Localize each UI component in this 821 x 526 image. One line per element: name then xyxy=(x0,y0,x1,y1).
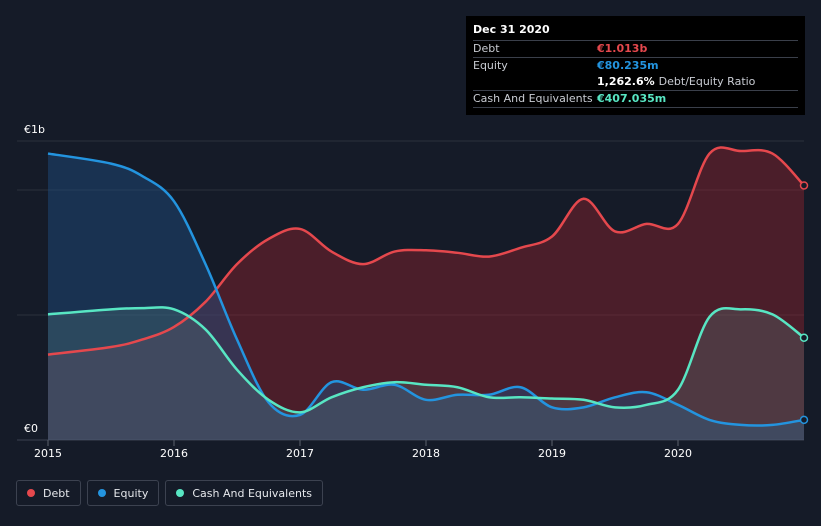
tooltip-date: Dec 31 2020 xyxy=(473,23,550,36)
data-tooltip: Dec 31 2020 Debt €1.013b Equity €80.235m… xyxy=(466,16,805,115)
tooltip-row-debt: Debt €1.013b xyxy=(473,40,798,57)
tooltip-ratio-value: 1,262.6% Debt/Equity Ratio xyxy=(597,74,755,90)
tooltip-row-equity: Equity €80.235m xyxy=(473,57,798,74)
area-cash xyxy=(48,307,804,440)
tooltip-debt-label: Debt xyxy=(473,42,500,55)
end-marker-cash xyxy=(799,333,809,342)
legend-item-debt[interactable]: Debt xyxy=(16,480,81,506)
x-tick-label-2020: 2020 xyxy=(664,447,692,460)
legend-dot-cash xyxy=(176,489,185,497)
legend-label-equity: Equity xyxy=(113,486,149,500)
series-lines xyxy=(47,146,805,427)
y-axis-bottom-label: €0 xyxy=(24,422,38,435)
x-axis: 2015 2016 2017 2018 2019 2020 xyxy=(34,440,692,460)
legend-label-debt: Debt xyxy=(43,486,70,500)
chart-legend: Debt Equity Cash And Equivalents xyxy=(16,480,323,506)
tooltip-debt-value: €1.013b xyxy=(597,42,648,55)
tooltip-row-ratio: 1,262.6% Debt/Equity Ratio xyxy=(473,74,798,90)
x-tick-label-2015: 2015 xyxy=(34,447,62,460)
y-axis-top-label: €1b xyxy=(24,123,45,136)
legend-item-cash[interactable]: Cash And Equivalents xyxy=(165,480,323,506)
end-marker-equity xyxy=(799,415,809,425)
grid xyxy=(17,140,804,441)
end-markers xyxy=(799,181,809,425)
tooltip-cash-value: €407.035m xyxy=(597,92,667,105)
tooltip-ratio-suffix: Debt/Equity Ratio xyxy=(658,75,756,88)
x-tick-label-2018: 2018 xyxy=(412,447,440,460)
tooltip-equity-value: €80.235m xyxy=(597,59,659,72)
legend-dot-debt xyxy=(27,489,35,497)
line-equity xyxy=(47,152,805,427)
legend-label-cash: Cash And Equivalents xyxy=(192,486,312,500)
area-debt xyxy=(48,147,804,441)
end-marker-debt xyxy=(799,181,809,190)
tooltip-ratio-number: 1,262.6% xyxy=(597,75,655,88)
line-debt xyxy=(47,146,805,356)
x-tick-label-2017: 2017 xyxy=(286,447,314,460)
legend-item-equity[interactable]: Equity xyxy=(86,480,160,506)
legend-dot-equity xyxy=(97,489,106,497)
tooltip-cash-label: Cash And Equivalents xyxy=(473,92,593,105)
tooltip-row-cash: Cash And Equivalents €407.035m xyxy=(473,90,798,108)
series-areas xyxy=(48,147,804,441)
tooltip-equity-label: Equity xyxy=(473,59,508,72)
x-tick-label-2019: 2019 xyxy=(538,447,566,460)
x-tick-label-2016: 2016 xyxy=(160,447,188,460)
tooltip-ratio-label xyxy=(473,74,597,90)
line-cash xyxy=(47,306,805,414)
